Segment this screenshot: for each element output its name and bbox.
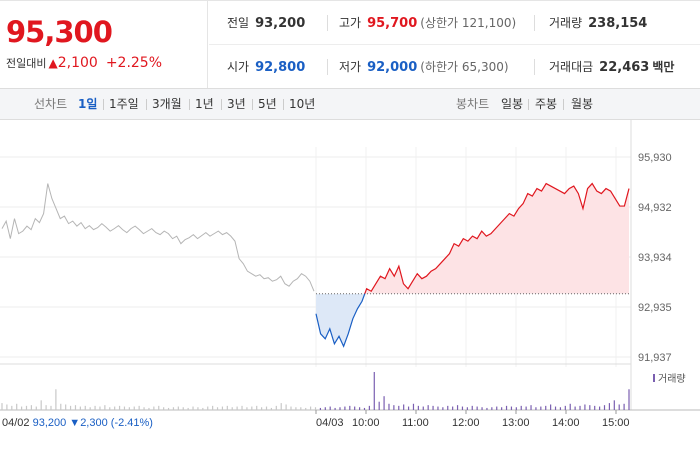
stats-row-2: 시가 92,800 저가 92,000 (하한가 65,300) 거래대금 22,463…: [209, 45, 700, 89]
x-tick-label: 11:00: [402, 417, 429, 429]
x-axis: 04/03 10:00 11:00 12:00 13:00 14:00 15:00 04/02…: [2, 410, 630, 429]
tab-1y[interactable]: 1년: [195, 97, 214, 111]
tab-3m[interactable]: 3개월: [152, 97, 182, 111]
up-area: [316, 183, 629, 294]
volume-legend-swatch: [653, 374, 655, 382]
line-chart-label: 선차트: [34, 97, 68, 111]
change-value: 2,100: [57, 55, 98, 71]
change-row: 전일대비 ▲2,100 +2.25%: [6, 55, 162, 71]
tab-1w[interactable]: 1주일: [109, 97, 139, 111]
prev-close: 전일 93,200: [227, 16, 306, 31]
current-price: 95,300: [6, 15, 113, 49]
change-label: 전일대비: [6, 57, 47, 70]
tab-3y[interactable]: 3년: [227, 97, 246, 111]
tab-1d[interactable]: 1일: [78, 97, 98, 111]
prev-day-date: 04/02: [2, 417, 33, 429]
open-price: 시가 92,800: [227, 60, 306, 75]
price-chart: 95,930 94,932 93,934 92,935 91,937 거래량 04/03…: [0, 120, 700, 429]
x-tick-label: 15:00: [602, 417, 630, 429]
tab-weekly[interactable]: 주봉: [535, 97, 558, 111]
volume: 거래량 238,154: [549, 16, 648, 31]
prev-day-change-percent: (-2.41%): [111, 417, 153, 429]
y-tick-label: 92,935: [638, 302, 672, 314]
high-price: 고가 95,700 (상한가 121,100): [339, 16, 517, 31]
down-arrow-icon: ▼: [69, 417, 80, 429]
y-axis: 95,930 94,932 93,934 92,935 91,937: [638, 152, 672, 364]
prev-day-line: [1, 183, 315, 292]
chart-tabs: 선차트 1일 1주일 3개월 1년 3년 5년 10년 봉차트 일봉 주봉 월봉: [0, 88, 700, 120]
quote-header: 95,300 전일대비 ▲2,100 +2.25% 전일 93,200 고가 95,70…: [0, 0, 700, 89]
prev-day-summary: 04/02 93,200 ▼2,300 (-2.41%): [2, 417, 153, 429]
prev-day-series: [1, 183, 315, 292]
x-tick-label: 14:00: [552, 417, 580, 429]
stats-row-1: 전일 93,200 고가 95,700 (상한가 121,100) 거래량 238,15…: [209, 1, 700, 45]
today-line-up: [364, 182, 630, 294]
price-box: 95,300 전일대비 ▲2,100 +2.25%: [0, 1, 208, 89]
x-tick-label: 10:00: [352, 417, 380, 429]
today-series: [315, 182, 631, 348]
volume-chart: 거래량: [0, 363, 700, 411]
y-tick-label: 91,937: [638, 352, 672, 364]
volume-legend-label: 거래량: [658, 373, 686, 385]
tab-5y[interactable]: 5년: [258, 97, 277, 111]
y-tick-label: 93,934: [638, 252, 672, 264]
low-price: 저가 92,000 (하한가 65,300): [339, 60, 509, 75]
y-tick-label: 94,932: [638, 202, 672, 214]
candle-chart-label: 봉차트: [456, 97, 490, 111]
trade-amount: 거래대금 22,463 백만: [549, 60, 675, 75]
prev-day-close: 93,200: [33, 417, 70, 429]
x-tick-label: 04/03: [316, 417, 344, 429]
change-percent: +2.25%: [105, 55, 163, 71]
tab-10y[interactable]: 10년: [289, 97, 316, 111]
up-arrow-icon: ▲: [48, 56, 58, 70]
chart-grid: [0, 120, 632, 410]
prev-day-change: 2,300: [80, 417, 111, 429]
stats-panel: 전일 93,200 고가 95,700 (상한가 121,100) 거래량 238,15…: [209, 1, 700, 89]
tab-monthly[interactable]: 월봉: [571, 97, 594, 111]
down-area: [316, 293, 629, 347]
x-tick-label: 13:00: [502, 417, 530, 429]
y-tick-label: 95,930: [638, 152, 672, 164]
x-tick-label: 12:00: [452, 417, 480, 429]
tab-daily[interactable]: 일봉: [501, 97, 524, 111]
